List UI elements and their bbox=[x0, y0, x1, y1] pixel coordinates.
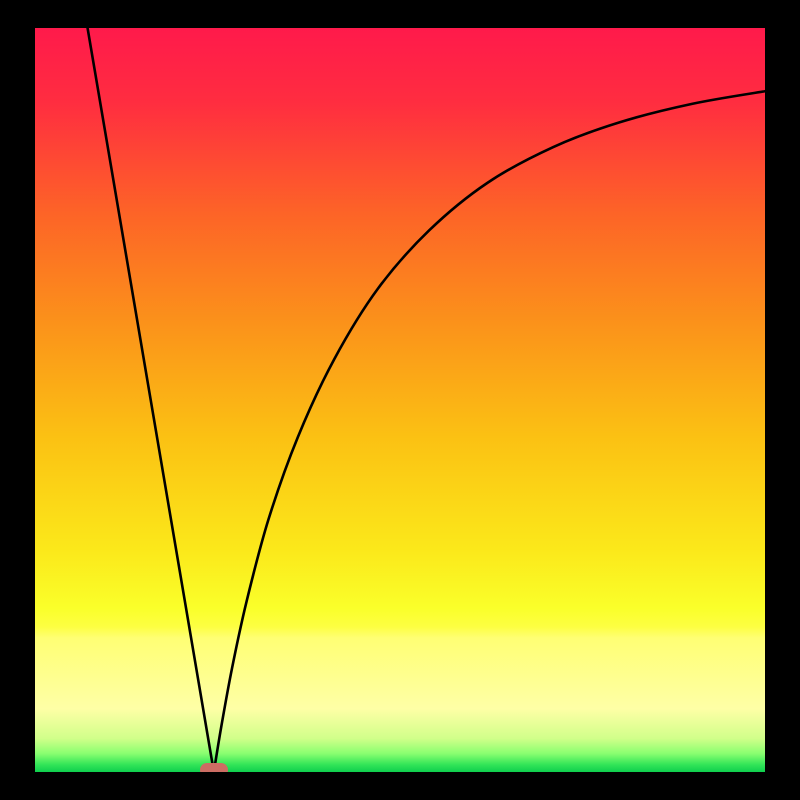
frame-right bbox=[765, 0, 800, 800]
chart-stage: TheBottleneck.com bbox=[0, 0, 800, 800]
bottleneck-curve bbox=[35, 28, 765, 772]
frame-top bbox=[0, 0, 800, 28]
frame-left bbox=[0, 0, 35, 800]
frame-bottom bbox=[0, 772, 800, 800]
plot-area bbox=[35, 28, 765, 772]
optimal-marker bbox=[200, 763, 228, 772]
